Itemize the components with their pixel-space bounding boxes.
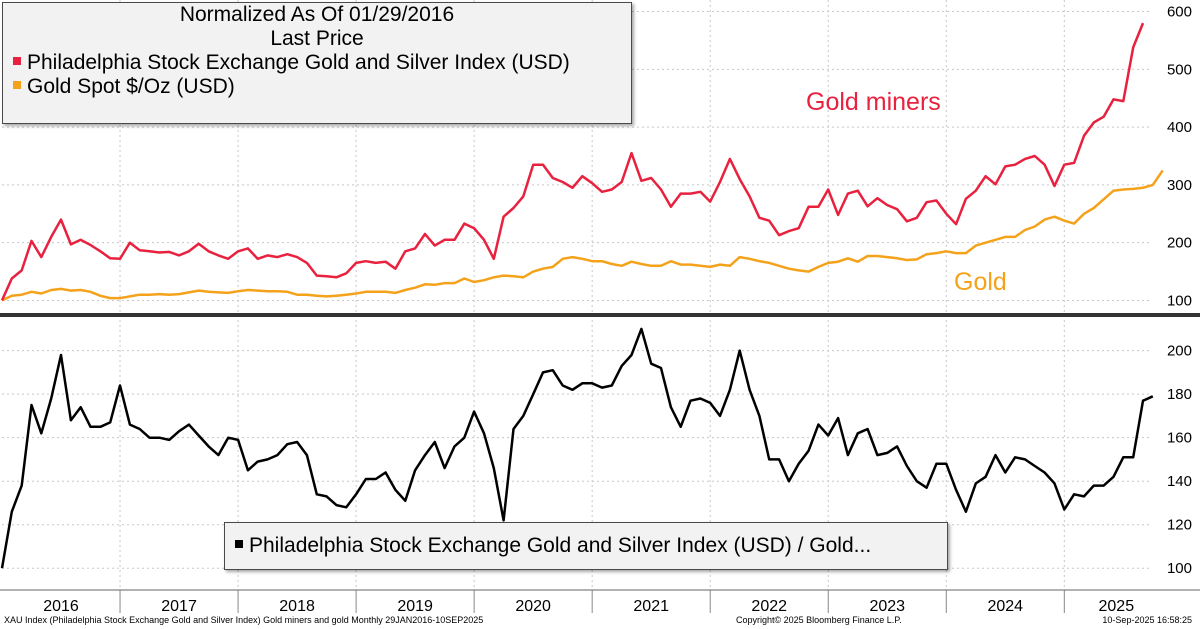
ratio-swatch-icon — [235, 540, 243, 549]
series-line-gold-miners — [0, 22, 1145, 301]
legend-entry-miners-label: Philadelphia Stock Exchange Gold and Sil… — [27, 51, 570, 74]
top-y-tick-label-100: 100 — [1167, 292, 1192, 309]
x-tick-label-2024: 2024 — [987, 598, 1023, 615]
x-tick-label-2023: 2023 — [869, 598, 905, 615]
legend-entry-ratio-label: Philadelphia Stock Exchange Gold and Sil… — [249, 534, 872, 557]
x-axis: 2016 2017 2018 2019 2020 2021 2022 2023 2024 2025 — [0, 313, 1200, 615]
legend-entry-miners: Philadelphia Stock Exchange Gold and Sil… — [3, 51, 631, 75]
gold-swatch-icon — [13, 81, 21, 90]
annotation-gold-miners: Gold miners — [806, 88, 941, 116]
x-tick-label-2025: 2025 — [1099, 598, 1135, 615]
top-y-tick-label-500: 500 — [1167, 61, 1192, 78]
miners-swatch-icon — [13, 57, 21, 66]
series-line-gold — [1, 169, 1164, 302]
footer-timestamp: 10-Sep-2025 16:58:25 — [1102, 615, 1192, 625]
x-tick-label-2018: 2018 — [279, 598, 315, 615]
top-legend: Normalized As Of 01/29/2016 Last Price P… — [2, 2, 632, 124]
annotation-gold: Gold — [954, 268, 1007, 296]
x-tick-label-2022: 2022 — [751, 598, 787, 615]
bottom-panel-y-axis: 100 120 140 160 180 200 — [1167, 343, 1192, 578]
x-tick-label-2017: 2017 — [161, 598, 197, 615]
bottom-y-tick-label-160: 160 — [1167, 430, 1192, 447]
bottom-y-tick-label-120: 120 — [1167, 517, 1192, 534]
legend-entry-ratio: Philadelphia Stock Exchange Gold and Sil… — [225, 523, 947, 569]
bottom-y-tick-label-100: 100 — [1167, 560, 1192, 577]
x-tick-label-2021: 2021 — [633, 598, 669, 615]
bottom-panel-series — [0, 327, 1154, 569]
legend-entry-gold-label: Gold Spot $/Oz (USD) — [27, 75, 235, 98]
bottom-panel-grid — [2, 350, 1150, 569]
bottom-y-tick-label-180: 180 — [1167, 386, 1192, 403]
top-y-tick-label-200: 200 — [1167, 235, 1192, 252]
legend-subtitle: Last Price — [270, 27, 364, 50]
bottom-legend: Philadelphia Stock Exchange Gold and Sil… — [224, 522, 948, 570]
x-tick-label-2020: 2020 — [515, 598, 551, 615]
footer: XAU Index (Philadelphia Stock Exchange G… — [0, 613, 1200, 629]
x-tick-label-2019: 2019 — [397, 598, 433, 615]
x-tick-label-2016: 2016 — [43, 598, 79, 615]
series-line-ratio — [0, 327, 1154, 569]
top-y-tick-label-300: 300 — [1167, 177, 1192, 194]
top-y-tick-label-400: 400 — [1167, 119, 1192, 136]
bottom-y-tick-label-140: 140 — [1167, 473, 1192, 490]
top-y-tick-label-600: 600 — [1167, 4, 1192, 21]
legend-title: Normalized As Of 01/29/2016 — [179, 3, 455, 26]
legend-entry-gold: Gold Spot $/Oz (USD) — [3, 75, 631, 99]
bottom-y-tick-label-200: 200 — [1167, 343, 1192, 360]
top-panel-y-axis: 100 200 300 400 500 600 — [1167, 4, 1192, 310]
top-panel-series — [0, 22, 1164, 302]
footer-copyright: Copyright© 2025 Bloomberg Finance L.P. — [736, 615, 902, 625]
footer-source: XAU Index (Philadelphia Stock Exchange G… — [4, 615, 484, 625]
